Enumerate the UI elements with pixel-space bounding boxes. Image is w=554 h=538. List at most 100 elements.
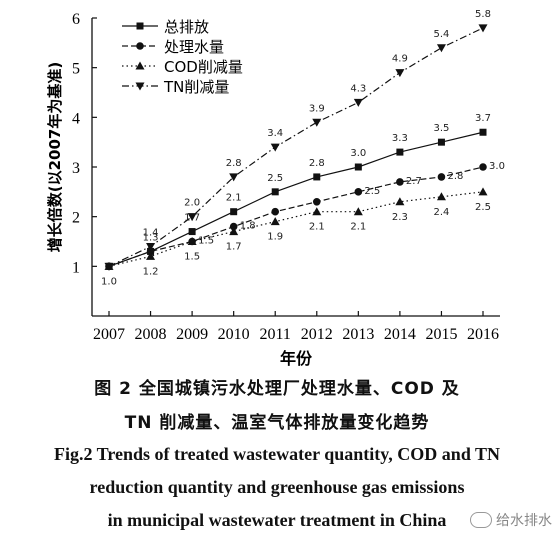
- data-point-marker: [396, 178, 404, 186]
- x-tick-label: 2010: [218, 326, 250, 343]
- x-tick-label: 2012: [301, 326, 333, 343]
- data-label: 1.0: [101, 276, 117, 287]
- data-label: 2.8: [226, 158, 242, 169]
- legend-item: COD削减量: [122, 58, 243, 76]
- data-label: 2.8: [447, 171, 463, 182]
- x-tick-label: 2015: [425, 326, 457, 343]
- data-label: 3.9: [309, 103, 325, 114]
- data-point-marker: [146, 242, 156, 251]
- y-tick-label: 4: [72, 110, 80, 127]
- data-point-marker: [479, 128, 487, 136]
- y-tick-label: 5: [72, 61, 80, 78]
- data-point-marker: [187, 237, 197, 245]
- data-label: 1.5: [198, 236, 214, 247]
- data-label: 2.5: [267, 173, 283, 184]
- data-point-marker: [479, 163, 487, 171]
- data-point-marker: [104, 262, 114, 271]
- wechat-icon: [470, 512, 492, 528]
- data-point-marker: [312, 197, 321, 206]
- chart-axes: 1 2 3 4 5 6 2007 2008 2009 2010 2011 2012 2013 2014 20…: [46, 11, 500, 368]
- data-label: 3.3: [392, 133, 408, 144]
- y-axis-title: 增长倍数(以2007年为基准): [46, 62, 64, 252]
- data-label: 2.5: [475, 202, 491, 213]
- data-point-marker: [437, 138, 445, 146]
- data-label: 1.7: [226, 242, 242, 253]
- x-axis-title: 年份: [280, 349, 313, 368]
- data-label: 5.4: [433, 29, 449, 40]
- data-point-marker: [313, 173, 321, 181]
- x-tick-label: 2013: [342, 326, 374, 343]
- x-tick-label: 2011: [260, 326, 291, 343]
- data-label: 2.1: [309, 222, 325, 233]
- data-point-marker: [230, 208, 238, 216]
- figure-caption-en-line2: reduction quantity and greenhouse gas em…: [89, 477, 465, 497]
- data-point-marker: [188, 228, 196, 236]
- data-point-marker: [146, 247, 155, 256]
- x-tick-label: 2014: [384, 326, 416, 343]
- data-label: 2.1: [226, 193, 242, 204]
- series-3: 1.0 1.2 1.5 1.7 1.9 2.1 2.1 2.3 2.4 2.5: [101, 187, 491, 287]
- data-label: 1.8: [240, 221, 256, 232]
- x-tick-label: 2007: [93, 326, 125, 343]
- data-label: 1.3: [143, 232, 159, 243]
- data-point-marker: [437, 173, 446, 181]
- data-label: 4.9: [392, 54, 408, 65]
- data-point-marker: [135, 82, 145, 91]
- legend-label: COD削减量: [164, 58, 243, 76]
- data-point-marker: [436, 192, 446, 201]
- series-line: [108, 131, 484, 267]
- data-label: 1.4: [143, 227, 159, 238]
- y-tick-label: 3: [72, 160, 80, 177]
- data-point-marker: [271, 207, 280, 216]
- data-point-marker: [229, 222, 238, 231]
- series-line: [108, 191, 484, 267]
- data-point-marker: [146, 251, 156, 260]
- legend-label: 总排放: [164, 18, 209, 36]
- data-label: 3.5: [433, 123, 449, 134]
- figure-caption-en-line1: Fig.2 Trends of treated wastewater quant…: [53, 444, 501, 464]
- data-label: 3.7: [475, 113, 491, 124]
- legend-label: TN削减量: [163, 78, 229, 96]
- watermark-text: 给水排水: [496, 513, 552, 529]
- x-tick-label: 2009: [176, 326, 208, 343]
- data-point-marker: [187, 213, 197, 222]
- chart-series: 1.3 1.7 2.1 2.5 2.8 3.0 3.3 3.5 3.7 1.5 1.8 2.5 2.7 2…: [101, 9, 505, 287]
- data-label: 2.7: [406, 176, 422, 187]
- data-label: 3.4: [267, 128, 283, 139]
- data-point-marker: [271, 188, 279, 196]
- data-label: 2.4: [433, 207, 449, 218]
- data-label: 1.9: [267, 232, 283, 243]
- x-tick-label: 2016: [467, 326, 499, 343]
- series-1: 1.3 1.7 2.1 2.5 2.8 3.0 3.3 3.5 3.7: [105, 113, 491, 270]
- data-point-marker: [136, 42, 144, 50]
- data-point-marker: [312, 207, 322, 216]
- data-label: 4.3: [350, 83, 366, 94]
- data-point-marker: [229, 173, 239, 182]
- data-label: 2.1: [350, 222, 366, 233]
- y-tick-label: 6: [72, 11, 80, 28]
- data-point-marker: [353, 98, 363, 107]
- data-label: 2.3: [392, 212, 408, 223]
- y-tick-label: 1: [72, 259, 80, 276]
- data-point-marker: [135, 61, 145, 70]
- data-point-marker: [312, 118, 322, 127]
- data-point-marker: [354, 163, 362, 171]
- data-label: 3.0: [489, 161, 505, 172]
- data-point-marker: [353, 207, 363, 216]
- data-label: 1.2: [143, 266, 159, 277]
- line-chart: 1 2 3 4 5 6 2007 2008 2009 2010 2011 2012 2013 2014 20…: [46, 9, 505, 368]
- series-line: [108, 166, 484, 267]
- y-tick-label: 2: [72, 210, 80, 227]
- legend-item: 总排放: [122, 18, 209, 36]
- data-point-marker: [395, 197, 405, 206]
- data-point-marker: [436, 44, 446, 53]
- data-label: 5.8: [475, 9, 491, 20]
- data-point-marker: [229, 227, 239, 236]
- x-tick-label: 2008: [135, 326, 167, 343]
- data-point-marker: [395, 69, 405, 78]
- data-point-marker: [396, 148, 404, 156]
- data-point-marker: [354, 188, 363, 196]
- data-label: 1.5: [184, 252, 200, 263]
- data-point-marker: [270, 143, 280, 152]
- figure-caption-cn-line1: 图 2 全国城镇污水处理厂处理水量、COD 及: [94, 379, 460, 399]
